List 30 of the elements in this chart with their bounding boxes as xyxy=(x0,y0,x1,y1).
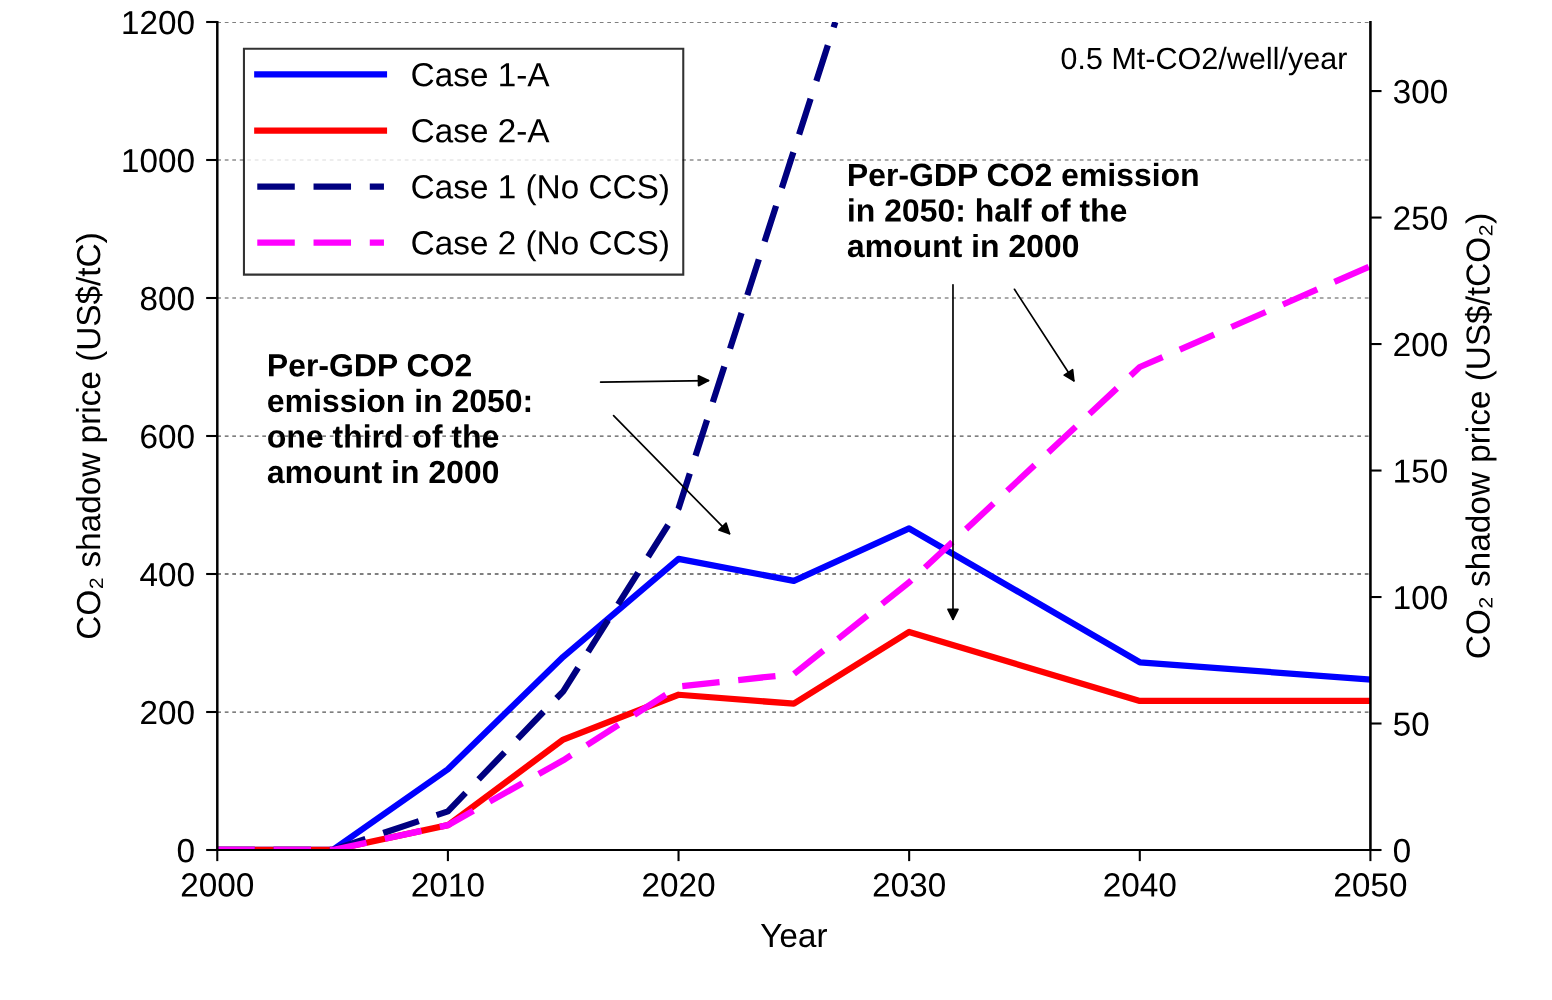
x-tick-label: 2050 xyxy=(1335,873,1407,897)
y-tick-label: 600 xyxy=(141,424,194,449)
legend-label: Case 1 (No CCS) xyxy=(412,174,668,206)
y-tick-label: 800 xyxy=(140,286,194,311)
y2-tick-label: 0 xyxy=(1393,838,1410,863)
y2-tick-label: 300 xyxy=(1393,79,1447,104)
y-tick-label: 200 xyxy=(141,700,194,725)
x-tick-label: 2010 xyxy=(412,873,484,897)
y-tick-label: 400 xyxy=(140,562,194,587)
x-tick-label: 2040 xyxy=(1104,873,1176,897)
annotation: 0.5 Mt-CO2/well/year xyxy=(1061,46,1347,76)
legend-label: Case 1-A xyxy=(412,62,550,87)
x-tick-label: 2030 xyxy=(873,873,945,897)
y-tick-label: 1200 xyxy=(123,10,194,35)
y-axis-title: CO₂ shadow price (US$/tC) xyxy=(75,234,108,639)
annotation: Per-GDP CO2 emission in 2050: half of the amount in 2000 xyxy=(847,162,1198,258)
y2-tick-label: 100 xyxy=(1395,585,1447,610)
legend-label: Case 2 (No CCS) xyxy=(412,230,668,262)
y-tick-label: 0 xyxy=(177,838,194,863)
x-axis-title: Year xyxy=(760,923,827,948)
x-tick-label: 2020 xyxy=(643,873,715,897)
y2-tick-label: 200 xyxy=(1394,332,1447,357)
y2-tick-label: 50 xyxy=(1393,712,1429,736)
y2-tick-label: 150 xyxy=(1395,459,1447,483)
x-tick-label: 2000 xyxy=(181,873,254,897)
y2-tick-label: 250 xyxy=(1394,206,1447,230)
y-tick-label: 1000 xyxy=(123,148,194,173)
legend-label: Case 2-A xyxy=(412,118,550,143)
y2-axis-title: CO₂ shadow price (US$/tCO₂) xyxy=(1464,214,1497,658)
annotation: Per-GDP CO2 emission in 2050: one third of the amount in 2000 xyxy=(267,354,531,484)
